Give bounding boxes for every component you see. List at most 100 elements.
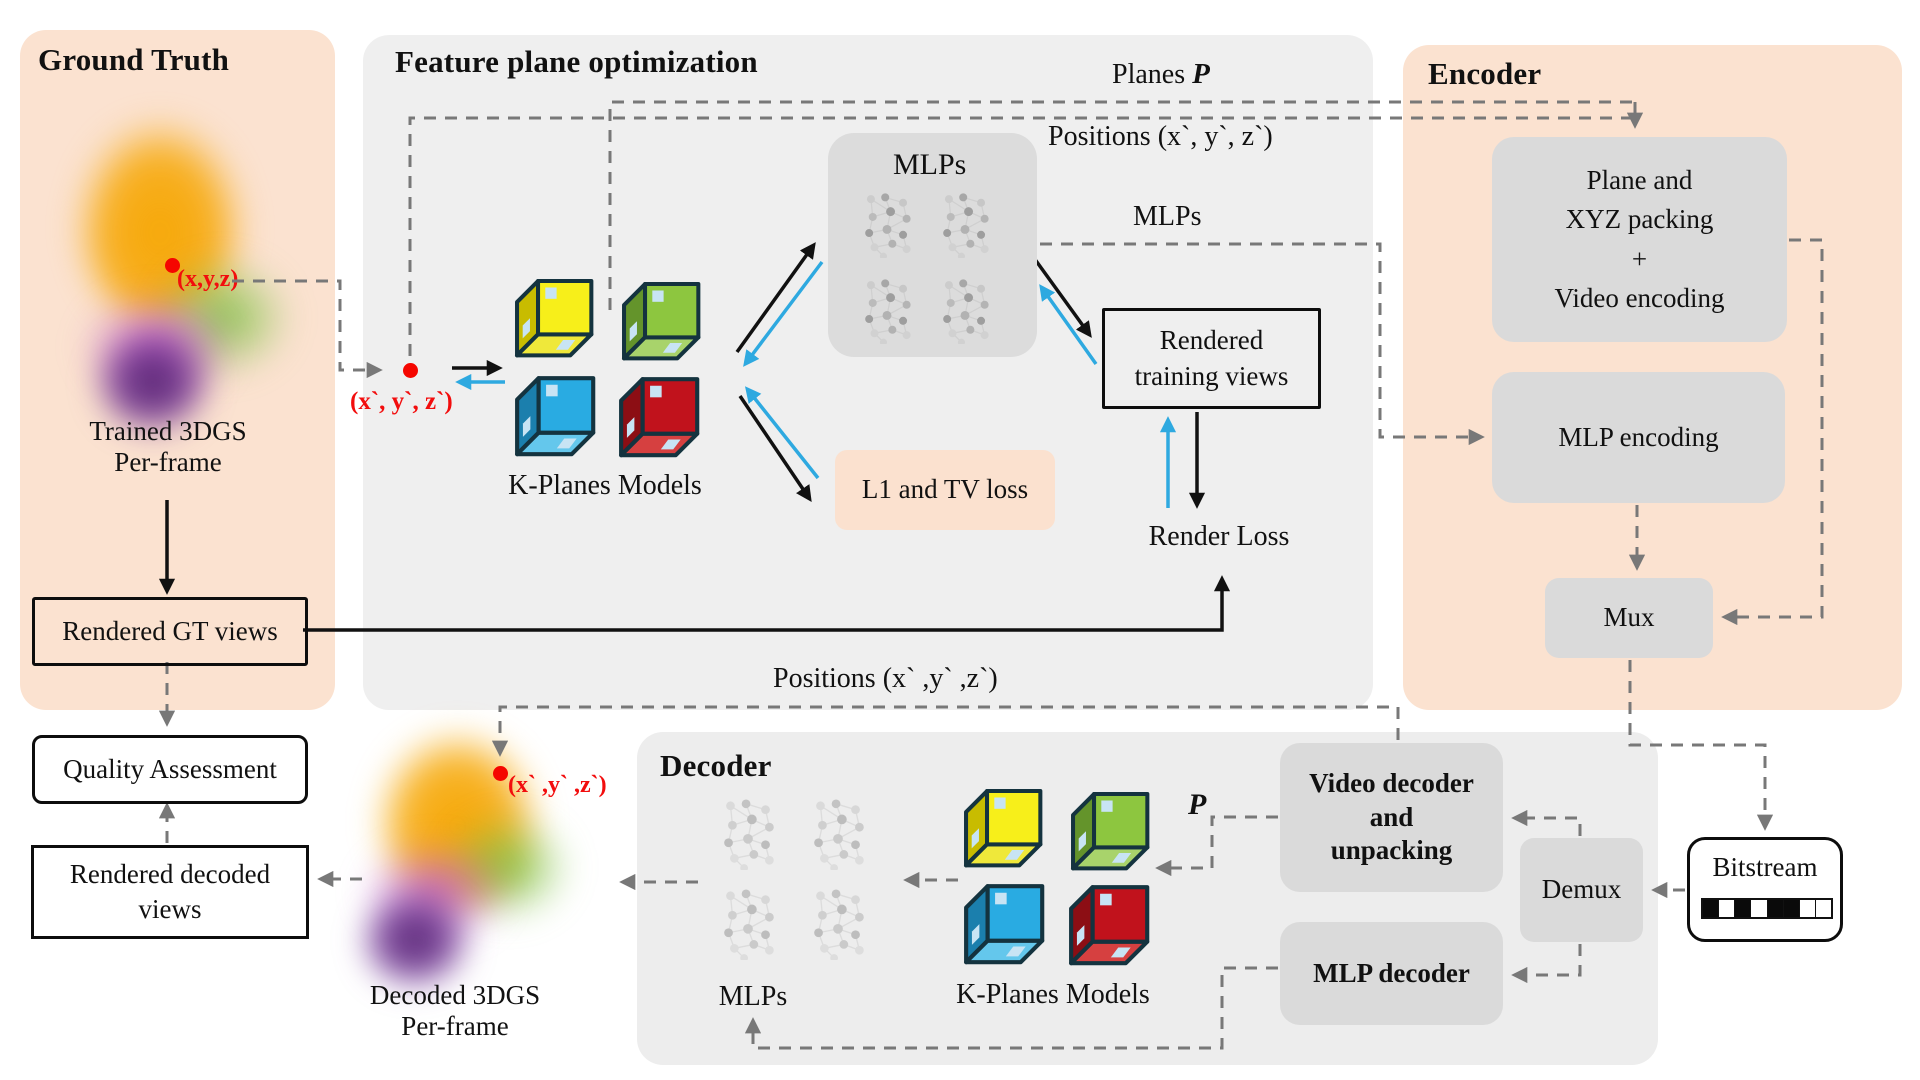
mlps-box	[828, 133, 1037, 357]
dash-mux-to-bitstream	[1628, 660, 1774, 831]
planes-label: Planes P	[1112, 58, 1210, 91]
dash-positions-top-line	[408, 116, 1633, 356]
kplane-cube-blue	[513, 373, 599, 461]
trained-line1: Trained 3DGS	[89, 416, 247, 446]
quality-assessment-label: Quality Assessment	[63, 753, 277, 784]
decoded-kplane-cube-green	[1069, 789, 1153, 875]
dash-mlpdecoder-to-mlps	[744, 966, 1278, 1050]
video-decoder-line1: Video decoder	[1309, 767, 1474, 798]
dash-mlps-to-mlpencoding	[1040, 242, 1485, 446]
transformed-point	[403, 363, 418, 378]
arrow-kplanes-to-l1loss	[738, 395, 812, 503]
decoded-line1: Decoded 3DGS	[369, 980, 541, 1010]
decoded-line2: Per-frame	[401, 1011, 509, 1041]
plane-packing-line3: +	[1631, 243, 1648, 274]
gt-point-label: (x,y,z)	[177, 266, 239, 292]
arrow-rendered-to-mlps-blue	[1039, 284, 1098, 366]
mlp-decoder-box: MLP decoder	[1280, 922, 1503, 1025]
dash-planes-line	[608, 100, 1635, 310]
decoded-mlp-network-icon	[716, 888, 780, 960]
decoded-3dgs-label: Decoded 3DGS Per-frame	[305, 980, 605, 1042]
video-decoder-line3: unpacking	[1330, 835, 1453, 866]
line-gtviews-to-renderloss	[303, 575, 1231, 632]
mux-box: Mux	[1545, 578, 1713, 658]
gt-blob-purple	[95, 330, 210, 435]
kplane-cube-yellow	[513, 276, 597, 362]
decoded-mlp-network-icon	[716, 798, 780, 870]
dash-positions-bottom-line	[491, 705, 1400, 757]
bitstream-box: Bitstream	[1687, 837, 1843, 942]
decoded-point-label: (x` ,y` ,z`)	[508, 772, 607, 798]
optimization-title: Feature plane optimization	[395, 44, 758, 79]
decoded-sample-point	[493, 766, 508, 781]
mux-label: Mux	[1603, 602, 1655, 633]
planes-word: Planes	[1112, 59, 1186, 90]
arrow-mlps-to-rendered	[1032, 256, 1092, 338]
plane-packing-line4: Video encoding	[1554, 282, 1725, 313]
decoded-blob-purple	[360, 890, 470, 990]
rendered-training-line1: Rendered	[1159, 325, 1264, 356]
mlps-line-label: MLPs	[1133, 201, 1202, 232]
mlp-encoding-box: MLP encoding	[1492, 372, 1785, 503]
planes-symbol-decoder: P	[1188, 788, 1207, 821]
mlps-bottom-label: MLPs	[718, 981, 788, 1012]
rendered-training-views-box: Rendered training views	[1102, 308, 1321, 409]
decoded-mlp-network-icon	[806, 888, 870, 960]
plane-packing-line2: XYZ packing	[1565, 204, 1714, 235]
rendered-gt-views-box: Rendered GT views	[32, 597, 308, 666]
kplanes-models-label: K-Planes Models	[508, 470, 702, 501]
l1-tv-loss-label: L1 and TV loss	[861, 474, 1029, 505]
rendered-decoded-line2: views	[138, 894, 202, 924]
quality-assessment-box: Quality Assessment	[32, 735, 308, 804]
demux-box: Demux	[1520, 838, 1643, 942]
rendered-decoded-line1: Rendered decoded	[69, 858, 271, 889]
dash-planepacking-to-mux	[1721, 238, 1824, 626]
video-decoder-line2: and	[1369, 801, 1414, 832]
planes-symbol: P	[1192, 58, 1210, 90]
trained-3dgs-label: Trained 3DGS Per-frame	[18, 416, 318, 478]
decoded-splat-image	[320, 710, 610, 1020]
mlp-network-icon	[856, 192, 918, 258]
plane-packing-line1: Plane and	[1586, 165, 1693, 196]
kplane-cube-green	[620, 279, 704, 365]
decoded-kplane-cube-yellow	[962, 786, 1046, 872]
gt-sample-point	[165, 258, 180, 273]
gt-splat-image	[20, 95, 335, 455]
kplane-cube-red	[617, 374, 703, 462]
mlps-box-title: MLPs	[893, 148, 967, 181]
dash-videodecoder-to-kplanes	[1155, 815, 1278, 877]
transformed-point-label: (x`, y`, z`)	[350, 388, 453, 415]
dash-demux-to-mlpdecoder	[1511, 944, 1582, 984]
decoded-kplane-cube-red	[1067, 882, 1153, 970]
mlp-decoder-label: MLP decoder	[1313, 957, 1470, 988]
positions-bottom-label: Positions (x` ,y` ,z`)	[773, 663, 998, 694]
l1-tv-loss-box: L1 and TV loss	[835, 450, 1055, 530]
mlp-network-icon	[856, 278, 918, 344]
arrow-kplanes-to-mlps	[735, 242, 816, 354]
rendered-decoded-views-box: Rendered decoded views	[31, 845, 309, 939]
video-decoder-box: Video decoder and unpacking	[1280, 743, 1503, 892]
plane-packing-box: Plane and XYZ packing + Video encoding	[1492, 137, 1787, 342]
arrow-mlps-to-kplanes-blue	[743, 260, 824, 367]
bitstream-label: Bitstream	[1712, 852, 1818, 882]
positions-top-label: Positions (x`, y`, z`)	[1048, 121, 1273, 152]
dash-demux-to-videodecoder	[1511, 809, 1582, 836]
arrow-l1loss-to-kplanes-blue	[744, 386, 820, 480]
bitstream-pattern-icon	[1701, 898, 1833, 919]
demux-label: Demux	[1541, 874, 1622, 905]
decoded-kplane-cube-blue	[962, 881, 1048, 969]
render-loss-label: Render Loss	[1148, 521, 1290, 552]
rendered-training-line2: training views	[1134, 360, 1289, 391]
decoder-title: Decoder	[660, 748, 772, 783]
dash-gtpoint-to-transformed	[232, 279, 383, 379]
encoder-title: Encoder	[1428, 56, 1542, 91]
rendered-gt-views-label: Rendered GT views	[62, 615, 278, 646]
mlp-network-icon	[934, 192, 996, 258]
trained-line2: Per-frame	[114, 447, 222, 477]
decoded-mlp-network-icon	[806, 798, 870, 870]
mlp-network-icon	[934, 278, 996, 344]
mlp-encoding-label: MLP encoding	[1558, 421, 1719, 452]
ground-truth-title: Ground Truth	[38, 42, 230, 77]
